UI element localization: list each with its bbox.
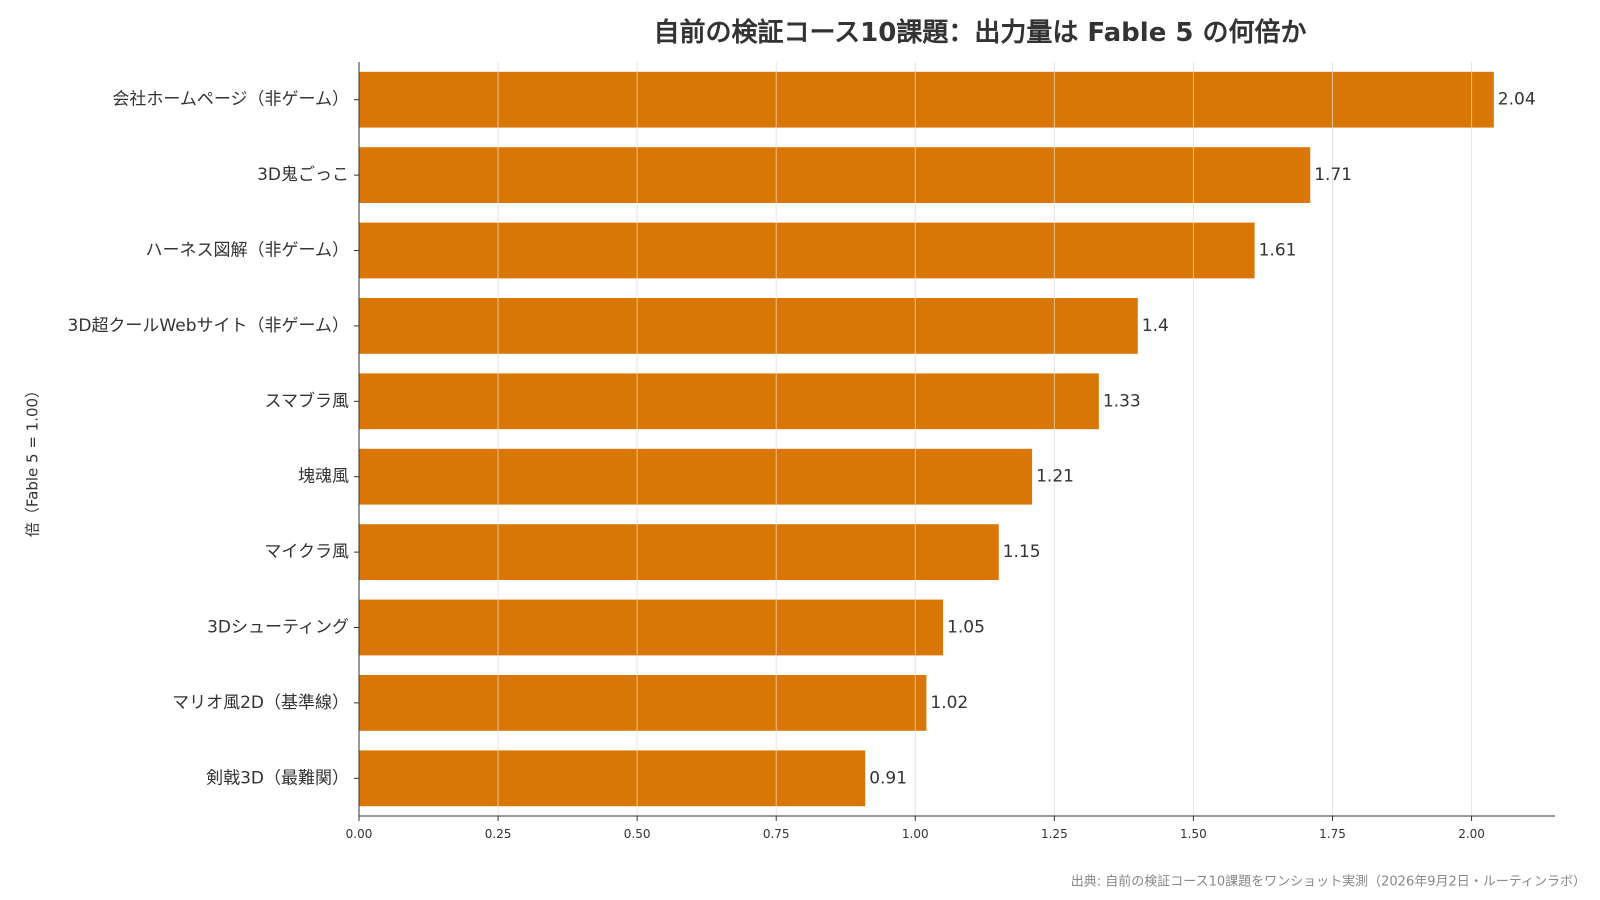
value-label: 1.05 bbox=[947, 618, 985, 638]
bar bbox=[359, 298, 1138, 354]
bar bbox=[359, 599, 944, 656]
x-tick-label: 0.25 bbox=[485, 827, 512, 841]
category-label: 会社ホームページ（非ゲーム） bbox=[112, 90, 349, 110]
x-tick-label: 0.75 bbox=[763, 827, 790, 841]
bar bbox=[359, 675, 927, 731]
source-note: 出典: 自前の検証コース10課題をワンショット実測（2026年9月2日・ルーティ… bbox=[1070, 874, 1586, 890]
value-label: 1.61 bbox=[1259, 241, 1297, 261]
chart-title: 自前の検証コース10課題：出力量は Fable 5 の何倍か bbox=[653, 18, 1307, 48]
category-label: ハーネス図解（非ゲーム） bbox=[146, 241, 350, 261]
value-label: 1.71 bbox=[1314, 165, 1352, 185]
value-label: 1.4 bbox=[1142, 316, 1169, 336]
value-label: 1.33 bbox=[1103, 391, 1141, 411]
category-label: 3D超クールWebサイト（非ゲーム） bbox=[68, 316, 349, 336]
labels: 0.00 0.25 0.50 0.75 1.00 1.25 1.50 1.75 2.00 会社ホー… bbox=[68, 90, 1536, 841]
category-label: マリオ風2D（基準線） bbox=[172, 693, 349, 713]
bar bbox=[359, 222, 1255, 279]
value-label: 1.02 bbox=[930, 693, 968, 713]
x-tick-label: 1.50 bbox=[1180, 827, 1207, 841]
x-tick-label: 0.00 bbox=[346, 827, 373, 841]
category-label: マイクラ風 bbox=[264, 542, 349, 562]
bar bbox=[359, 71, 1494, 128]
x-tick-label: 1.00 bbox=[902, 827, 929, 841]
category-label: 塊魂風 bbox=[298, 467, 349, 487]
category-label: 3Dシューティング bbox=[207, 618, 349, 638]
bars bbox=[359, 71, 1494, 807]
x-tick-label: 1.75 bbox=[1319, 827, 1346, 841]
value-label: 1.21 bbox=[1036, 467, 1074, 487]
value-label: 2.04 bbox=[1498, 90, 1536, 110]
x-tick-label: 0.50 bbox=[624, 827, 651, 841]
category-label: 剣戟3D（最難関） bbox=[206, 768, 349, 788]
category-label: スマブラ風 bbox=[265, 390, 350, 411]
category-label: 3D鬼ごっこ bbox=[257, 165, 349, 185]
bar bbox=[359, 448, 1033, 505]
axes bbox=[354, 62, 1555, 821]
bar bbox=[359, 147, 1311, 203]
value-label: 0.91 bbox=[869, 768, 907, 788]
value-label: 1.15 bbox=[1003, 542, 1041, 562]
x-tick-label: 1.25 bbox=[1041, 827, 1068, 841]
bar bbox=[359, 373, 1099, 430]
bar bbox=[359, 750, 866, 807]
bar bbox=[359, 524, 999, 580]
x-tick-label: 2.00 bbox=[1458, 827, 1485, 841]
